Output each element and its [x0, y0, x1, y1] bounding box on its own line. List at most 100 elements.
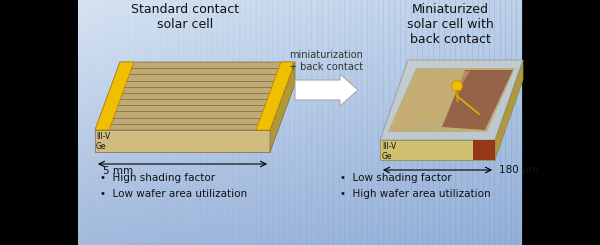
Bar	[122, 0, 129, 245]
Bar	[78, 36, 522, 40]
Bar	[500, 0, 506, 245]
Bar	[228, 0, 235, 245]
Bar	[194, 0, 201, 245]
Bar	[361, 0, 368, 245]
Bar	[78, 241, 522, 245]
Bar	[411, 0, 418, 245]
Bar	[78, 207, 522, 211]
Bar	[394, 0, 401, 245]
Bar	[256, 0, 262, 245]
Bar	[106, 0, 112, 245]
Bar	[266, 0, 273, 245]
Bar	[78, 177, 522, 181]
Bar	[283, 0, 290, 245]
Bar	[78, 5, 522, 9]
Bar	[78, 0, 85, 245]
Bar	[344, 0, 351, 245]
Bar	[372, 0, 379, 245]
Bar	[117, 0, 124, 245]
Bar	[78, 186, 522, 190]
Bar	[78, 48, 522, 52]
Bar	[78, 2, 522, 6]
Bar	[167, 0, 173, 245]
Bar	[78, 226, 522, 230]
Text: miniaturization
+ back contact: miniaturization + back contact	[289, 50, 364, 72]
Bar	[78, 183, 522, 187]
Bar	[478, 0, 484, 245]
Bar	[78, 26, 522, 31]
Bar	[444, 0, 451, 245]
Text: •  Low wafer area utilization: • Low wafer area utilization	[100, 189, 247, 199]
Bar	[83, 0, 90, 245]
Bar	[78, 45, 522, 49]
Bar	[133, 0, 140, 245]
Bar	[78, 33, 522, 37]
Polygon shape	[380, 60, 523, 140]
Bar	[78, 180, 522, 184]
Bar	[245, 0, 251, 245]
Bar	[350, 0, 356, 245]
Bar	[78, 103, 522, 107]
Text: 180 μm: 180 μm	[499, 165, 539, 175]
Text: III-V
Ge: III-V Ge	[382, 142, 396, 161]
Bar	[78, 106, 522, 110]
Bar	[522, 0, 600, 245]
Polygon shape	[256, 62, 295, 130]
Bar	[78, 112, 522, 116]
Bar	[78, 210, 522, 214]
Bar	[416, 0, 423, 245]
Bar	[112, 0, 118, 245]
Bar	[378, 0, 384, 245]
Bar	[78, 216, 522, 220]
Bar	[206, 0, 212, 245]
Bar	[322, 0, 329, 245]
Bar	[78, 115, 522, 119]
Polygon shape	[495, 60, 523, 160]
Polygon shape	[95, 62, 295, 130]
Bar	[78, 122, 522, 125]
Bar	[78, 152, 522, 156]
Bar	[78, 17, 522, 21]
Bar	[89, 0, 95, 245]
Bar	[450, 0, 457, 245]
Bar	[184, 0, 190, 245]
Bar	[272, 0, 279, 245]
Bar	[300, 0, 307, 245]
Bar	[428, 0, 434, 245]
Bar	[78, 189, 522, 193]
Bar	[505, 0, 512, 245]
Text: Standard contact
solar cell: Standard contact solar cell	[131, 3, 239, 31]
Bar	[494, 0, 501, 245]
Bar	[78, 63, 522, 67]
Bar	[305, 0, 312, 245]
Bar	[239, 0, 245, 245]
Bar	[78, 11, 522, 15]
Bar	[78, 134, 522, 138]
Bar	[145, 0, 151, 245]
Bar	[150, 0, 157, 245]
Bar	[200, 0, 206, 245]
Bar	[339, 0, 346, 245]
Text: •  High shading factor: • High shading factor	[100, 173, 215, 183]
Bar	[489, 0, 495, 245]
Bar	[189, 0, 196, 245]
Bar	[78, 75, 522, 80]
Bar	[78, 164, 522, 169]
Bar	[472, 0, 479, 245]
Bar	[78, 238, 522, 242]
Bar	[78, 39, 522, 43]
Circle shape	[452, 81, 463, 91]
Bar	[78, 85, 522, 89]
Bar	[355, 0, 362, 245]
Bar	[261, 0, 268, 245]
Bar	[78, 97, 522, 101]
Bar	[172, 0, 179, 245]
Bar	[422, 0, 428, 245]
Bar	[233, 0, 240, 245]
Bar	[78, 137, 522, 141]
Bar	[295, 0, 301, 245]
Bar	[511, 0, 517, 245]
Polygon shape	[95, 130, 270, 152]
Bar	[461, 0, 467, 245]
Bar	[78, 149, 522, 153]
